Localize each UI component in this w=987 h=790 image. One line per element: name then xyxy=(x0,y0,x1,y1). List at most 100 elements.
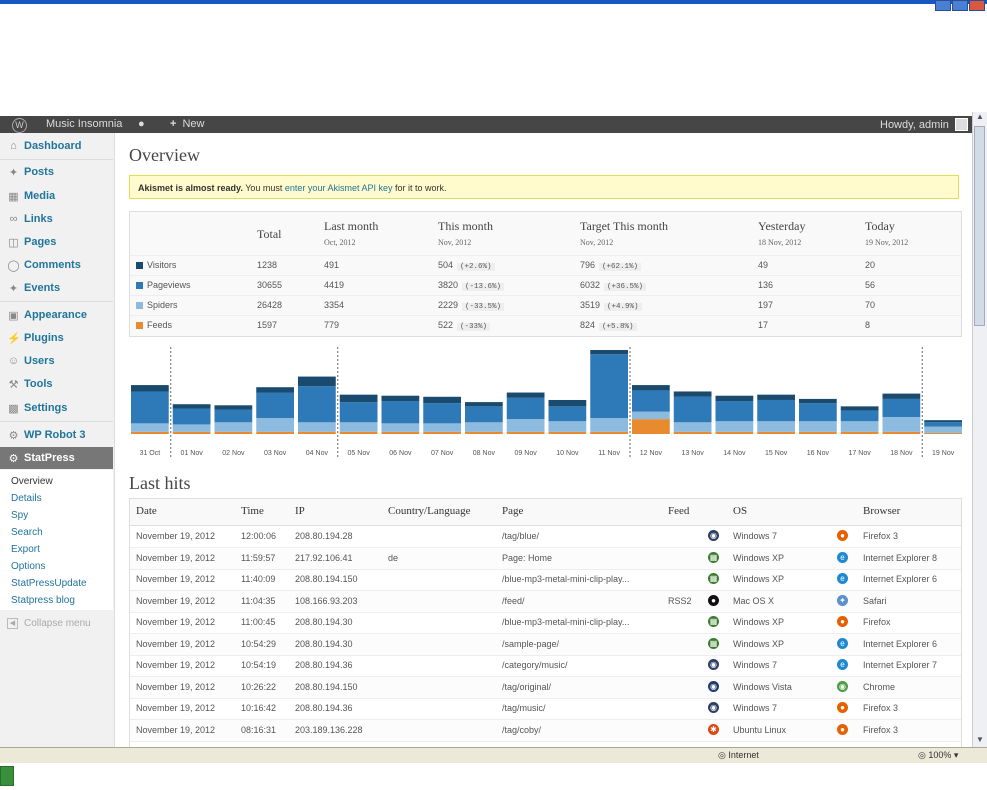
submenu-statpressupdate[interactable]: StatPressUpdate xyxy=(11,578,87,589)
menu-statpress[interactable]: ⚙ StatPress xyxy=(0,447,113,469)
bar-visitors-12 xyxy=(632,385,670,391)
table-row: November 19, 2012 10:16:42 208.80.194.36/t… xyxy=(130,698,961,720)
comments-icon[interactable]: ● xyxy=(138,118,145,130)
x-tick-label: 11 Nov xyxy=(598,450,620,457)
bar-feeds-10 xyxy=(548,431,587,434)
submenu-overview[interactable]: Overview xyxy=(11,476,53,487)
bar-feeds-8 xyxy=(465,431,503,434)
cell-os: Windows XP xyxy=(733,574,785,584)
bar-visitors-2 xyxy=(214,405,253,410)
bar-spiders-0 xyxy=(131,423,169,432)
table-row: November 19, 2012 10:54:19 208.80.194.36/c… xyxy=(130,655,961,677)
menu-appearance[interactable]: ▣ Appearance xyxy=(8,309,87,322)
cell-total: 1597 xyxy=(257,320,277,330)
cell-ip: 208.80.194.150 xyxy=(295,574,358,584)
table-row: November 19, 2012 11:00:45 208.80.194.30/b… xyxy=(130,612,961,634)
akismet-api-key-link[interactable]: enter your Akismet API key xyxy=(284,183,393,193)
scroll-thumb[interactable] xyxy=(974,126,985,326)
x-tick-label: 16 Nov xyxy=(807,450,830,457)
menu-media[interactable]: ▦ Media xyxy=(8,190,56,203)
bar-pageviews-1 xyxy=(172,408,211,425)
cell-last: 491 xyxy=(324,260,339,270)
menu-comments[interactable]: ◯ Comments xyxy=(7,259,81,272)
submenu-options[interactable]: Options xyxy=(11,561,46,572)
menu-users[interactable]: ☺ Users xyxy=(7,355,55,367)
cell-page[interactable]: /blue-mp3-metal-mini-clip-play... xyxy=(502,617,630,627)
menu-wp-robot[interactable]: ⚙ WP Robot 3 xyxy=(8,429,86,442)
cell-page[interactable]: /tag/music/ xyxy=(502,703,546,713)
cell-page[interactable]: /tag/blue/ xyxy=(502,531,540,541)
cell-page[interactable]: /sample-page/ xyxy=(502,638,560,649)
minimize-button[interactable] xyxy=(935,0,951,11)
x-tick-label: 07 Nov xyxy=(431,450,454,457)
menu-pages[interactable]: ◫ Pages xyxy=(8,236,57,249)
site-name-link[interactable]: Music Insomnia xyxy=(46,118,123,130)
home-icon: ⌂ xyxy=(10,140,17,152)
bar-visitors-1 xyxy=(172,404,211,409)
cell-ip: 208.80.194.30 xyxy=(295,617,353,627)
row-label: Spiders xyxy=(147,300,178,310)
taskbar-icon[interactable] xyxy=(0,766,14,786)
menu-settings[interactable]: ▩ Settings xyxy=(8,402,68,415)
col-ip: IP xyxy=(295,505,305,517)
cell-page[interactable]: /tag/coby/ xyxy=(502,724,542,735)
appearance-icon: ▣ xyxy=(8,309,19,322)
cell-value: 17 xyxy=(758,320,769,330)
menu-dashboard[interactable]: ⌂ Dashboard xyxy=(0,135,113,157)
cell-yesterday: 49 xyxy=(758,260,768,270)
bar-visitors-14 xyxy=(715,395,754,402)
cell-page[interactable]: Page: Home xyxy=(502,552,553,563)
menu-posts[interactable]: ✦ Posts xyxy=(8,166,54,179)
menu-plugins[interactable]: ⚡ Plugins xyxy=(7,332,64,345)
menu-tools[interactable]: ⚒ Tools xyxy=(8,378,53,391)
bar-spiders-4 xyxy=(298,422,336,432)
new-content-button[interactable]: + New xyxy=(170,118,205,130)
bar-feeds-12 xyxy=(632,419,670,434)
cell-yesterday: 136 xyxy=(758,280,773,290)
zoom-level[interactable]: ◎ 100% ▾ xyxy=(918,750,959,760)
cell-this: 3820 (-13.6%) xyxy=(438,280,505,291)
bar-spiders-3 xyxy=(256,418,294,432)
cell-yesterday: 197 xyxy=(758,300,773,310)
bar-pageviews-17 xyxy=(840,410,879,422)
bar-feeds-1 xyxy=(172,431,211,434)
submenu-spy[interactable]: Spy xyxy=(11,510,29,521)
submenu-statpress-blog[interactable]: Statpress blog xyxy=(11,595,75,606)
cell-time: 10:54:29 xyxy=(241,638,277,649)
bar-visitors-16 xyxy=(799,398,837,404)
header-today-sub: 19 Nov, 2012 xyxy=(865,238,909,247)
close-button[interactable] xyxy=(969,0,985,11)
cell-total: 26428 xyxy=(257,300,282,310)
wordpress-logo-icon[interactable]: W xyxy=(12,118,27,133)
collapse-menu-button[interactable]: ◀ Collapse menu xyxy=(7,618,91,629)
submenu-search[interactable]: Search xyxy=(11,527,43,538)
cell-time: 11:59:57 xyxy=(241,552,276,563)
submenu-details[interactable]: Details xyxy=(11,493,42,504)
scroll-up-icon[interactable]: ▲ xyxy=(976,112,984,121)
cell-page[interactable]: /category/music/ xyxy=(502,660,568,670)
menu-links[interactable]: ∞ Links xyxy=(0,208,113,230)
cell-page[interactable]: /blue-mp3-metal-mini-clip-play... xyxy=(502,574,630,584)
delta-badge: (+4.9%) xyxy=(604,303,642,311)
last-hits-table: Date Time IP Country/Language Page Feed … xyxy=(129,498,962,749)
cell-value: 491 xyxy=(324,260,340,270)
vertical-scrollbar[interactable]: ▲ ▼ xyxy=(972,112,987,747)
bar-visitors-15 xyxy=(757,394,795,400)
maximize-button[interactable] xyxy=(952,0,968,11)
submenu-export[interactable]: Export xyxy=(11,544,40,555)
x-tick-label: 10 Nov xyxy=(556,450,579,457)
cell-page[interactable]: /tag/original/ xyxy=(502,681,552,692)
account-menu[interactable]: Howdy, admin xyxy=(880,118,968,131)
cell-page[interactable]: /feed/ xyxy=(502,595,525,606)
menu-separator xyxy=(0,301,113,302)
bar-feeds-16 xyxy=(799,431,837,434)
scroll-down-icon[interactable]: ▼ xyxy=(976,735,984,744)
delta-badge: (-13.6%) xyxy=(462,283,505,291)
bar-spiders-16 xyxy=(799,421,837,432)
delta-badge: (+5.8%) xyxy=(599,323,637,331)
statpress-submenu: Overview Details Spy Search Export Optio… xyxy=(0,470,113,610)
x-tick-label: 01 Nov xyxy=(181,450,204,457)
legend-swatch xyxy=(136,282,143,289)
cell-os: Windows XP xyxy=(733,638,785,649)
menu-events[interactable]: ✦ Events xyxy=(8,282,61,295)
